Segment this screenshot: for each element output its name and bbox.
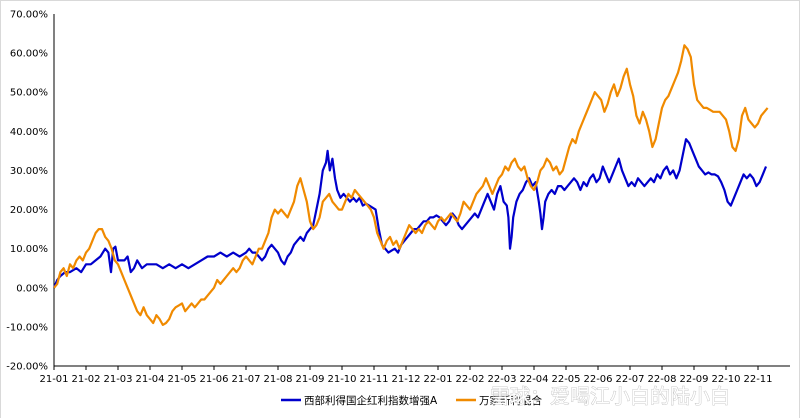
- x-tick-label: 21-09: [295, 374, 324, 385]
- x-tick-label: 21-08: [263, 374, 292, 385]
- x-tick-label: 22-02: [455, 374, 484, 385]
- y-tick-label: -10.00%: [6, 322, 48, 333]
- x-tick-label: 22-07: [615, 374, 644, 385]
- x-tick-label: 22-06: [583, 374, 612, 385]
- series-line-2: [53, 44, 769, 326]
- y-tick-label: 30.00%: [10, 166, 48, 177]
- series-layer: [52, 44, 769, 326]
- y-tick-label: 60.00%: [10, 49, 48, 60]
- legend-label-series-2: 万家新利混合: [479, 394, 542, 407]
- y-tick-label: -20.00%: [6, 362, 48, 373]
- legend-label-series-1: 西部利得国企红利指数增强A: [304, 394, 438, 407]
- y-axis-tick-labels: 70.00% 60.00% 50.00% 40.00% 30.00% 20.00% 10.0…: [6, 10, 48, 373]
- x-tick-label: 22-10: [711, 374, 740, 385]
- x-tick-label: 21-05: [167, 374, 196, 385]
- x-tick-label: 21-03: [103, 374, 132, 385]
- x-tick-label: 21-07: [231, 374, 260, 385]
- x-tick-label: 21-12: [391, 374, 420, 385]
- x-axis-ticks: 21-01 21-02 21-03 21-04 21-05 21-06 21-07 21-08…: [39, 366, 773, 385]
- legend: 西部利得国企红利指数增强A 万家新利混合: [281, 394, 542, 407]
- x-tick-label: 21-04: [135, 374, 164, 385]
- y-tick-label: 0.00%: [16, 283, 48, 294]
- y-tick-label: 10.00%: [10, 244, 48, 255]
- x-tick-label: 21-06: [199, 374, 228, 385]
- x-tick-label: 22-01: [423, 374, 452, 385]
- x-tick-label: 22-03: [487, 374, 516, 385]
- x-tick-label: 22-09: [679, 374, 708, 385]
- y-tick-label: 50.00%: [10, 88, 48, 99]
- x-tick-label: 21-01: [39, 374, 68, 385]
- x-tick-label: 22-05: [551, 374, 580, 385]
- y-tick-label: 40.00%: [10, 127, 48, 138]
- x-tick-label: 21-11: [359, 374, 388, 385]
- x-tick-label: 22-04: [519, 374, 548, 385]
- x-tick-label: 22-08: [647, 374, 676, 385]
- watermark-text: 雪球：爱喝江小白的陆小白: [490, 384, 730, 408]
- y-tick-label: 70.00%: [10, 10, 48, 21]
- x-tick-label: 21-10: [327, 374, 356, 385]
- x-tick-label: 21-02: [71, 374, 100, 385]
- series-line-1: [52, 138, 768, 289]
- y-tick-label: 20.00%: [10, 205, 48, 216]
- x-tick-label: 22-11: [743, 374, 772, 385]
